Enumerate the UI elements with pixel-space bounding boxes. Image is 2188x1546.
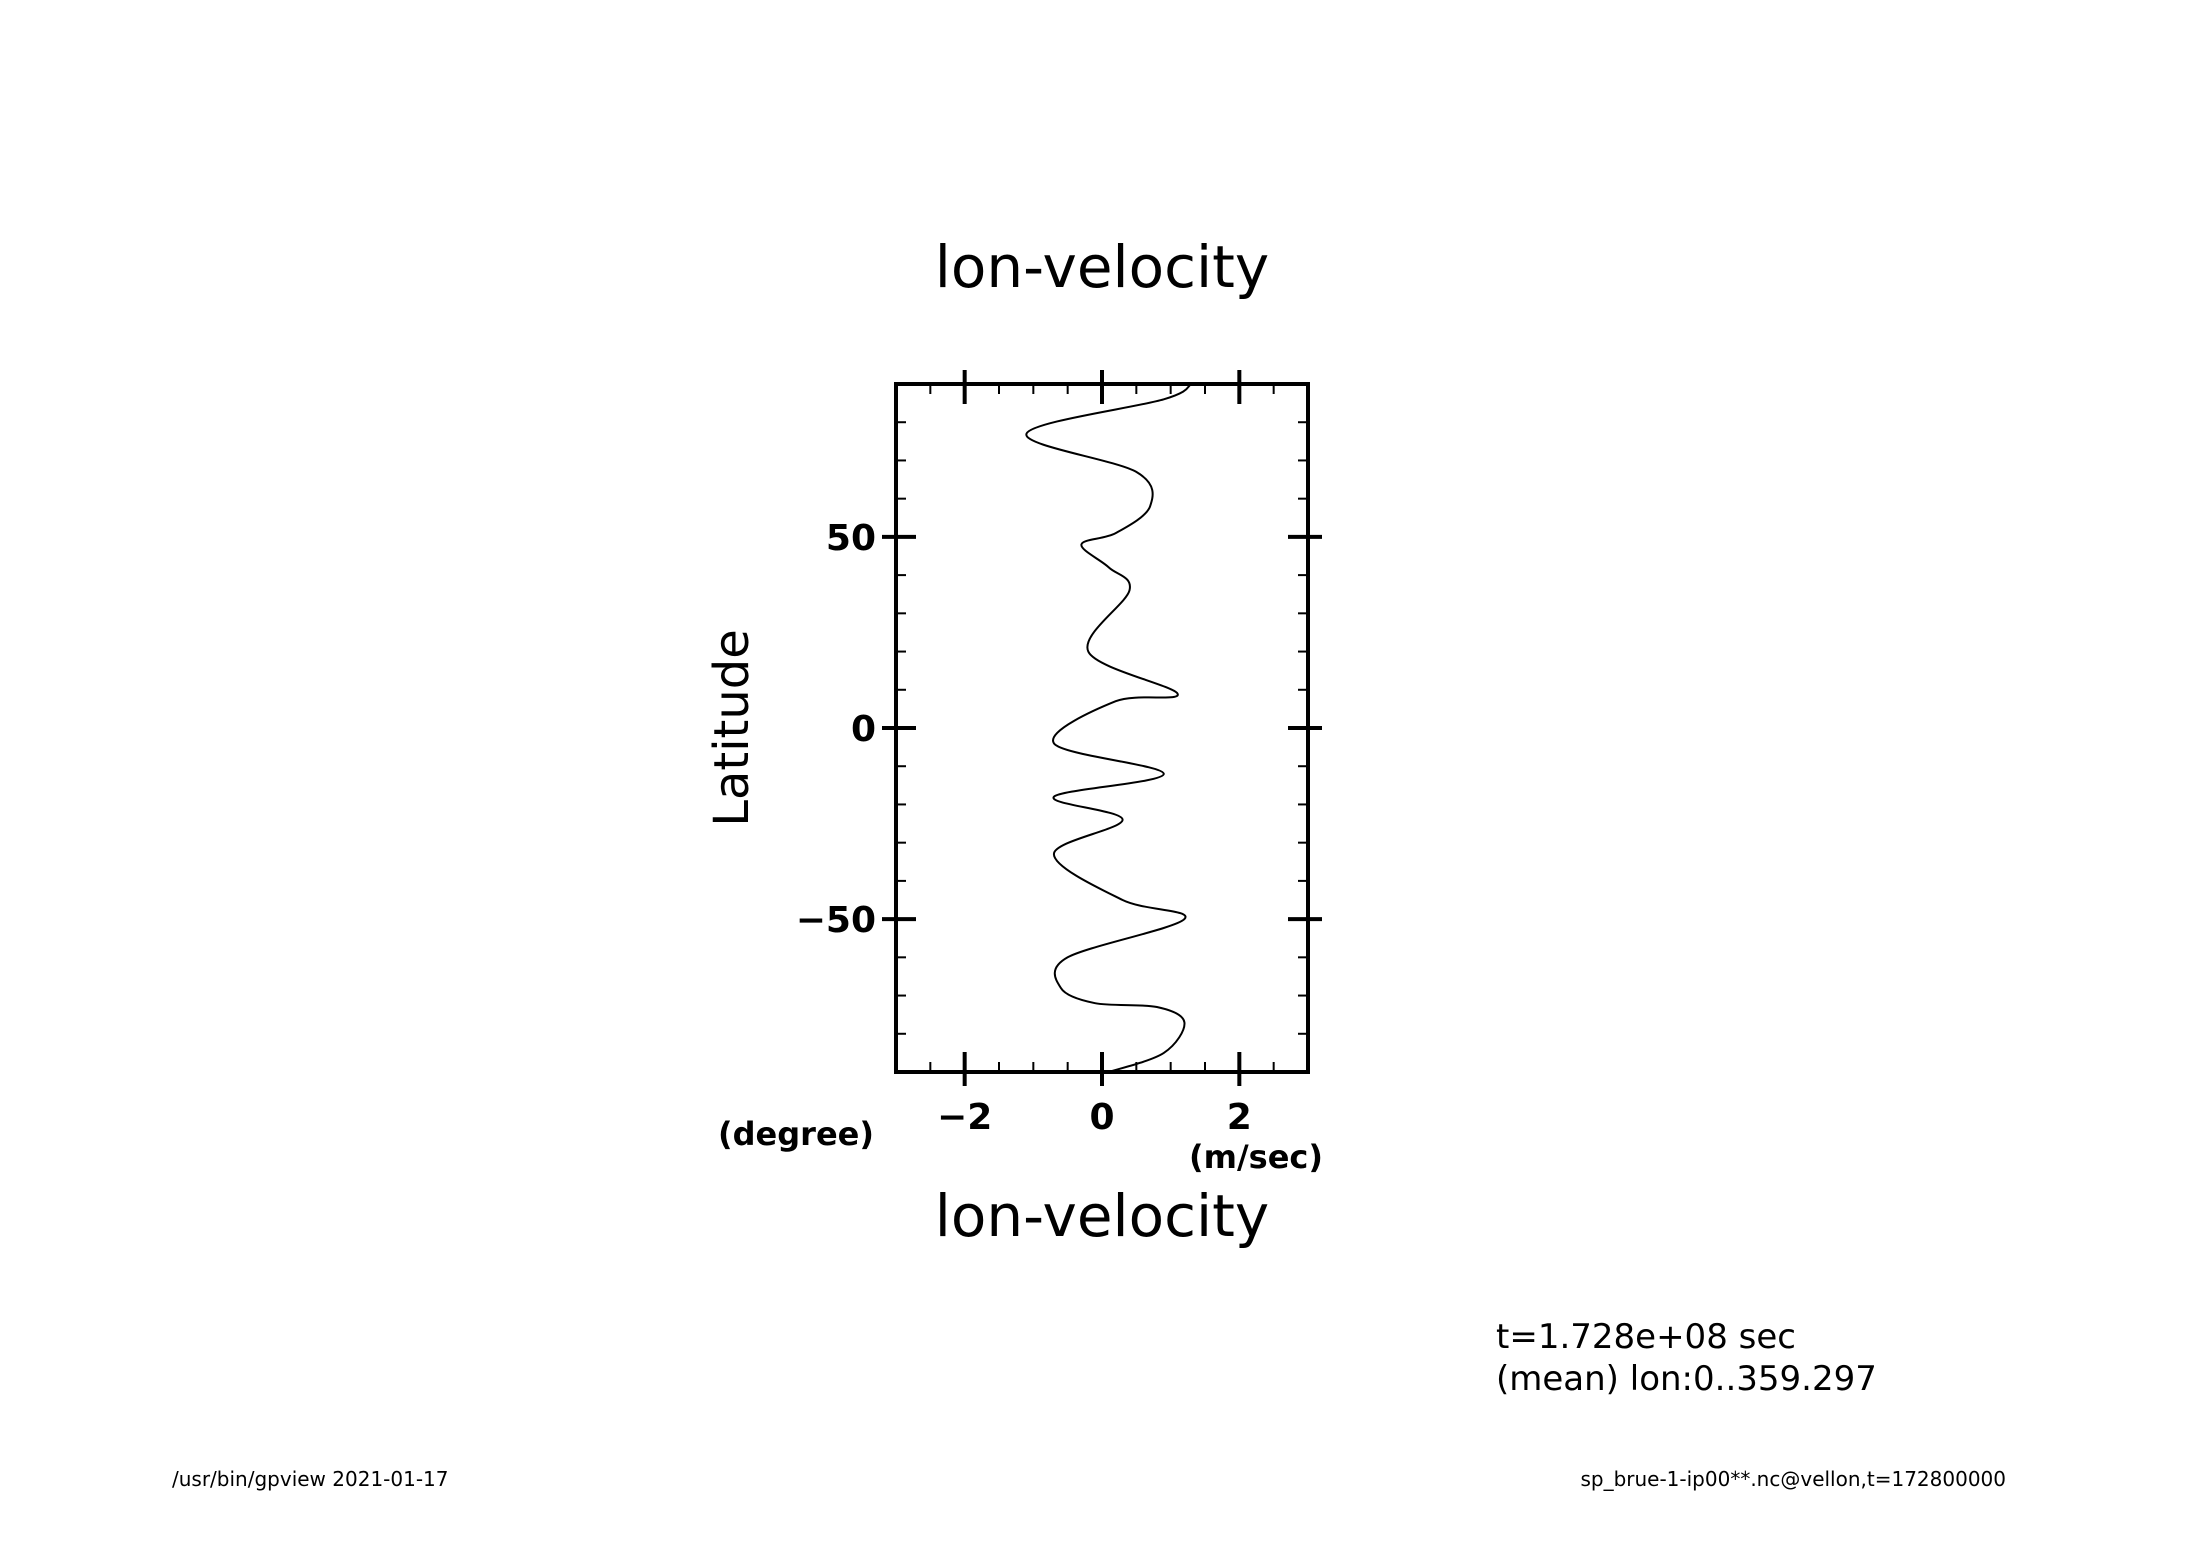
x-axis-unit: (m/sec): [1189, 1138, 1323, 1176]
y-major-ticks: [882, 534, 1322, 922]
series-line: [1025, 383, 1192, 1073]
time-info: t=1.728e+08 sec: [1496, 1317, 1796, 1357]
x-tick-label: 0: [1089, 1097, 1114, 1138]
x-tick-label: 2: [1227, 1097, 1252, 1138]
y-minor-ticks: [896, 421, 1308, 1035]
y-tick-label: 50: [826, 518, 876, 559]
y-tick-label: −50: [796, 900, 876, 941]
footer-right: sp_brue-1-ip00**.nc@vellon,t=172800000: [1580, 1467, 2006, 1491]
y-axis-label: Latitude: [704, 629, 760, 827]
y-tick-label: 0: [851, 709, 876, 750]
chart-title: lon-velocity: [935, 233, 1269, 301]
plot-frame: [894, 382, 1310, 1074]
x-tick-labels: −2 0 2: [937, 1097, 1252, 1138]
x-major-ticks: [962, 370, 1242, 1086]
y-axis-unit: (degree): [718, 1115, 874, 1153]
x-minor-ticks: [929, 384, 1275, 1072]
y-tick-labels: −50 0 50: [796, 518, 876, 941]
x-tick-label: −2: [937, 1097, 992, 1138]
x-axis-label: lon-velocity: [935, 1182, 1269, 1250]
footer-left: /usr/bin/gpview 2021-01-17: [172, 1467, 449, 1491]
mean-info: (mean) lon:0..359.297: [1496, 1359, 1877, 1399]
